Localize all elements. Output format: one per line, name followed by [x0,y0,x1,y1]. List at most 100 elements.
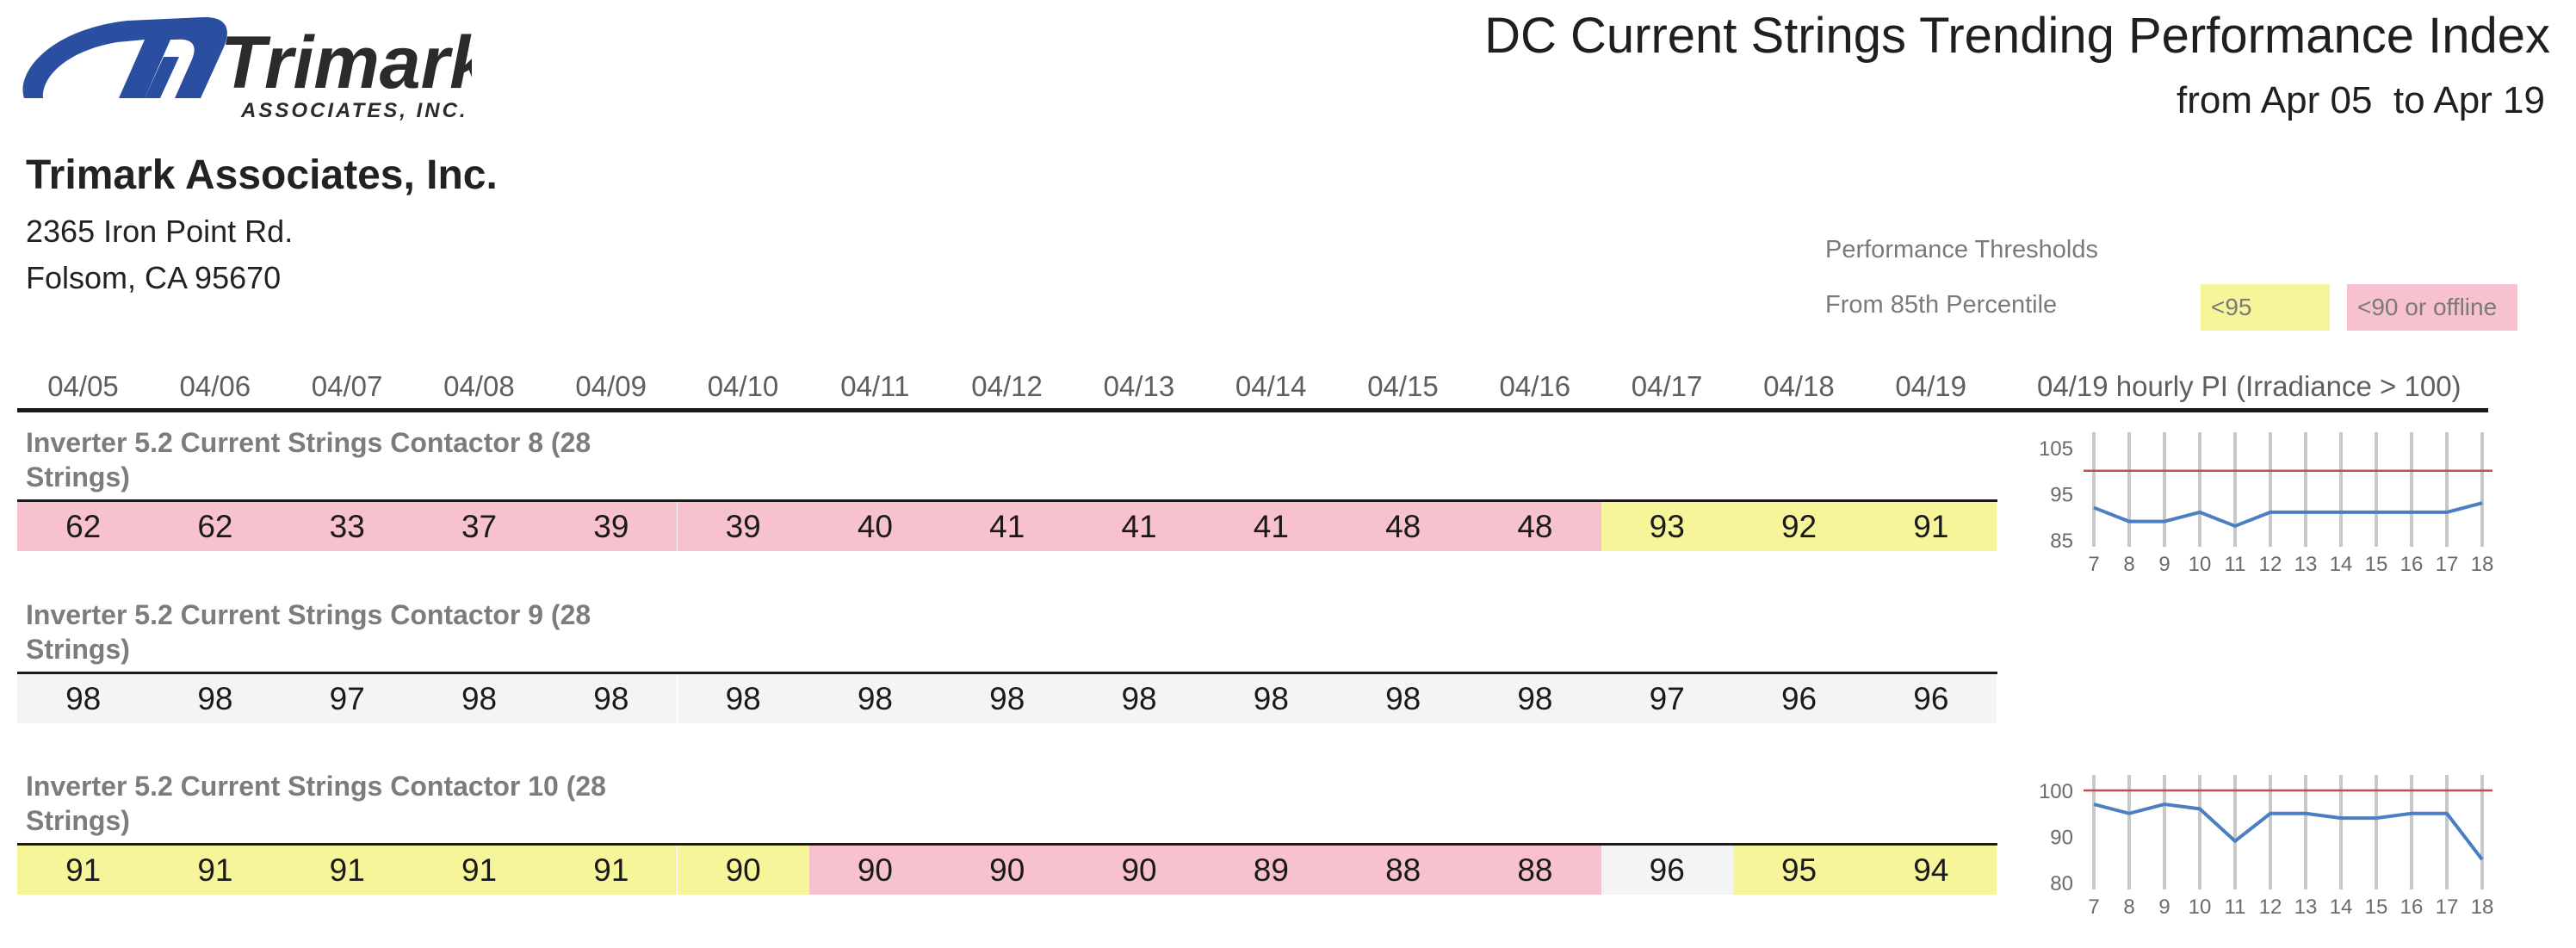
pi-cell: 94 [1865,846,1997,895]
pi-cell: 96 [1732,674,1866,723]
pi-cell: 40 [808,502,942,551]
threshold-yellow-legend: <95 [2201,284,2330,331]
pi-cell: 62 [149,502,282,551]
pi-cell: 89 [1204,846,1337,895]
x-tick-label: 16 [2400,895,2424,919]
pi-cell: 98 [1337,674,1470,723]
y-tick-label: 90 [2050,827,2073,850]
x-tick-label: 17 [2436,553,2459,576]
pi-cell: 48 [1337,502,1470,551]
pi-cell: 98 [1073,674,1205,723]
hourly-pi-header: 04/19 hourly PI (Irradiance > 100) [2037,370,2461,402]
y-tick-label: 85 [2050,530,2073,553]
x-tick-label: 7 [2088,553,2099,576]
x-tick-label: 11 [2225,553,2246,576]
hourly-pi-chart-contactor-8: 85 95 105 7 8 9 10 11 12 13 14 15 16 17 18 [2039,432,2494,576]
date-column-header: 04/06 [179,370,251,402]
x-tick-label: 18 [2471,553,2494,576]
date-column-header: 04/09 [575,370,647,402]
date-column-header: 04/16 [1499,370,1571,402]
threshold-pink-legend: <90 or offline [2347,284,2517,331]
pi-cell: 39 [545,502,678,551]
date-column-header: 04/12 [971,370,1043,402]
x-tick-label: 9 [2158,895,2170,919]
section-title: Inverter 5.2 Current Strings Contactor 9… [26,599,591,665]
pi-cell: 33 [281,502,413,551]
hourly-pi-chart-contactor-10: 80 90 100 7 8 9 10 11 12 13 14 15 16 17 18 [2039,775,2494,919]
section-divider [17,843,1997,846]
date-column-header: 04/05 [47,370,119,402]
y-tick-label: 100 [2039,780,2073,803]
thresholds-title: Performance Thresholds [1825,236,2099,263]
x-tick-label: 14 [2330,895,2353,919]
date-column-header: 04/15 [1367,370,1439,402]
x-tick-label: 8 [2123,553,2134,576]
pi-cell: 91 [412,846,546,895]
pi-cell: 90 [941,846,1074,895]
section-title: Inverter 5.2 Current Strings Contactor 8… [26,427,591,493]
pi-cell: 41 [941,502,1074,551]
header-divider [17,408,2488,412]
x-tick-label: 10 [2189,553,2212,576]
company-name: Trimark Associates, Inc. [26,152,498,198]
date-column-header: 04/17 [1631,370,1703,402]
pi-cell: 98 [808,674,942,723]
address-line-2: Folsom, CA 95670 [26,260,282,295]
x-tick-label: 18 [2471,895,2494,919]
pi-cell: 98 [17,674,150,723]
pi-cell: 93 [1601,502,1733,551]
date-column-header: 04/13 [1103,370,1175,402]
thresholds-source: From 85th Percentile [1825,291,2058,319]
x-tick-label: 16 [2400,553,2424,576]
x-tick-label: 9 [2158,553,2170,576]
date-column-header: 04/19 [1895,370,1966,402]
pi-cell: 97 [281,674,413,723]
x-tick-label: 15 [2365,895,2388,919]
date-range-subtitle: from Apr 05 to Apr 19 [2176,79,2545,121]
pi-cell: 91 [281,846,413,895]
pi-cell: 98 [412,674,546,723]
section-title: Inverter 5.2 Current Strings Contactor 1… [26,771,606,836]
pi-cell: 39 [677,502,809,551]
pi-cell: 37 [412,502,546,551]
pi-cell: 91 [545,846,678,895]
pi-cell: 62 [17,502,150,551]
pi-cell: 91 [149,846,282,895]
x-tick-label: 13 [2294,895,2318,919]
series-line [2093,501,2483,528]
page-title: DC Current Strings Trending Performance … [1484,8,2550,64]
x-tick-label: 7 [2088,895,2099,919]
pi-cell: 98 [149,674,282,723]
x-tick-label: 13 [2294,553,2318,576]
x-tick-label: 10 [2189,895,2212,919]
x-tick-label: 12 [2259,895,2282,919]
pi-cell: 98 [1469,674,1601,723]
pi-cell: 96 [1865,674,1997,723]
pi-cell: 90 [1073,846,1205,895]
pi-cell: 98 [1204,674,1337,723]
y-tick-label: 80 [2050,872,2073,895]
date-column-header: 04/18 [1763,370,1835,402]
x-tick-label: 14 [2330,553,2353,576]
pi-cell: 97 [1601,674,1733,723]
y-tick-label: 105 [2039,437,2073,461]
x-tick-label: 11 [2225,895,2246,919]
pi-cell: 98 [941,674,1074,723]
date-column-header: 04/11 [840,370,910,402]
date-column-header: 04/10 [707,370,779,402]
pi-cell: 90 [808,846,942,895]
pi-cell: 48 [1469,502,1601,551]
date-column-header: 04/14 [1235,370,1307,402]
section-divider [17,499,1997,502]
date-column-header: 04/08 [443,370,515,402]
pi-cell: 88 [1337,846,1470,895]
pi-cell: 98 [545,674,678,723]
x-tick-label: 15 [2365,553,2388,576]
address-line-1: 2365 Iron Point Rd. [26,214,294,249]
logo-wordmark: Trimark [220,22,472,104]
pi-cell: 41 [1073,502,1205,551]
date-column-header: 04/07 [311,370,383,402]
x-tick-label: 17 [2436,895,2459,919]
series-line [2093,802,2484,861]
pi-cell: 96 [1601,846,1733,895]
